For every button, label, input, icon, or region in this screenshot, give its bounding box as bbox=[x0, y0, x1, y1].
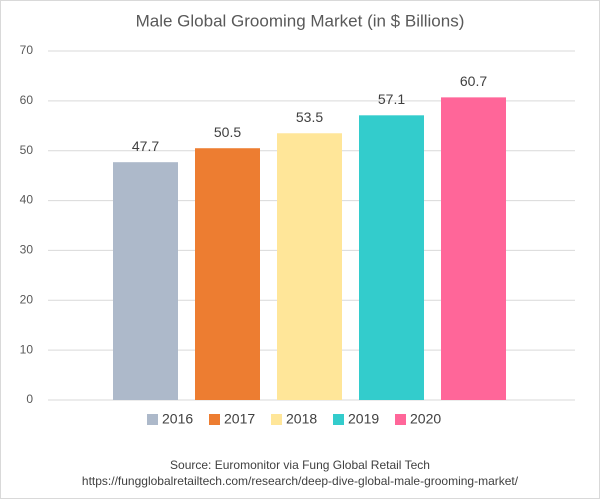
legend-label: 2018 bbox=[286, 411, 317, 427]
bar bbox=[441, 97, 506, 401]
y-tick-label: 40 bbox=[20, 193, 34, 207]
data-label: 50.5 bbox=[214, 124, 241, 140]
legend-swatch bbox=[209, 414, 220, 425]
y-tick-label: 10 bbox=[20, 342, 34, 356]
data-label: 57.1 bbox=[378, 91, 405, 107]
bar bbox=[113, 162, 178, 400]
legend-label: 2016 bbox=[162, 411, 193, 427]
y-tick-label: 60 bbox=[20, 93, 34, 107]
y-tick-label: 30 bbox=[20, 243, 34, 257]
bar bbox=[277, 133, 342, 400]
legend-swatch bbox=[333, 414, 344, 425]
y-tick-label: 20 bbox=[20, 292, 34, 306]
y-tick-label: 70 bbox=[20, 43, 34, 57]
data-label: 60.7 bbox=[460, 73, 487, 89]
legend-swatch bbox=[271, 414, 282, 425]
source: Source: Euromonitor via Fung Global Reta… bbox=[170, 458, 430, 472]
data-label: 47.7 bbox=[132, 138, 159, 154]
data-label: 53.5 bbox=[296, 109, 323, 125]
y-tick-label: 0 bbox=[26, 392, 33, 406]
legend-swatch bbox=[147, 414, 158, 425]
legend-label: 2019 bbox=[348, 411, 379, 427]
y-tick-label: 50 bbox=[20, 143, 34, 157]
legend-swatch bbox=[395, 414, 406, 425]
legend-label: 2020 bbox=[410, 411, 441, 427]
chart-title: Male Global Grooming Market (in $ Billio… bbox=[136, 11, 465, 30]
source-url: https://fungglobalretailtech.com/researc… bbox=[82, 474, 519, 488]
legend-label: 2017 bbox=[224, 411, 255, 427]
bar bbox=[195, 148, 260, 400]
bar bbox=[359, 115, 424, 401]
